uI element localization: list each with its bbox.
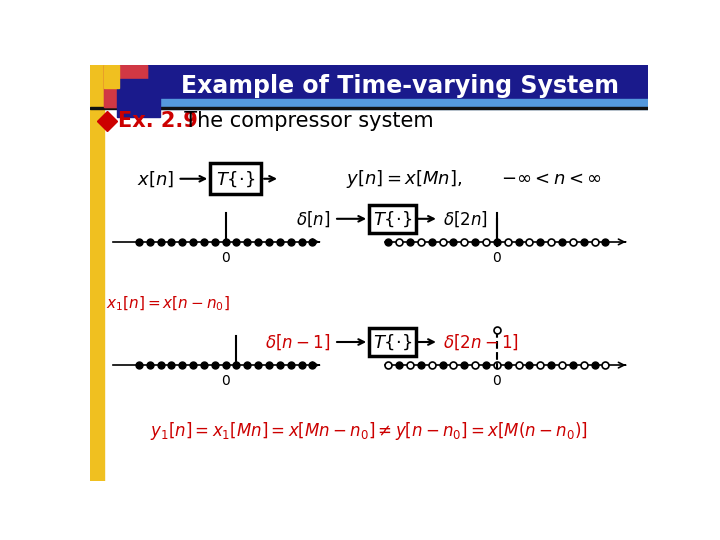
Bar bbox=[90, 65, 104, 481]
Text: $T\{\cdot\}$: $T\{\cdot\}$ bbox=[216, 169, 256, 188]
Text: 0: 0 bbox=[492, 251, 501, 265]
FancyBboxPatch shape bbox=[210, 164, 261, 194]
Text: 0: 0 bbox=[221, 251, 230, 265]
Text: $x_1\left[n\right]=x\left[n-n_0\right]$: $x_1\left[n\right]=x\left[n-n_0\right]$ bbox=[106, 294, 230, 313]
Bar bbox=[90, 65, 648, 107]
Text: $y\left[n\right]=x\left[Mn\right],$: $y\left[n\right]=x\left[Mn\right],$ bbox=[346, 168, 462, 190]
Bar bbox=[104, 65, 147, 107]
FancyBboxPatch shape bbox=[369, 328, 415, 356]
FancyBboxPatch shape bbox=[369, 205, 415, 233]
Text: $x\left[n\right]$: $x\left[n\right]$ bbox=[138, 169, 174, 188]
Text: $-\infty < n < \infty$: $-\infty < n < \infty$ bbox=[500, 170, 601, 188]
Bar bbox=[117, 79, 160, 117]
Text: $T\{\cdot\}$: $T\{\cdot\}$ bbox=[373, 209, 412, 228]
Bar bbox=[90, 107, 648, 109]
Text: Ex. 2.9: Ex. 2.9 bbox=[118, 111, 198, 131]
Text: $y_1\left[n\right]=x_1\left[Mn\right]=x\left[Mn-n_0\right]\neq y\left[n-n_0\righ: $y_1\left[n\right]=x_1\left[Mn\right]=x\… bbox=[150, 420, 588, 442]
Text: $\delta\left[2n-1\right]$: $\delta\left[2n-1\right]$ bbox=[443, 332, 518, 352]
Text: 0: 0 bbox=[221, 374, 230, 388]
Text: $\delta\left[n\right]$: $\delta\left[n\right]$ bbox=[296, 209, 330, 228]
Text: 0: 0 bbox=[492, 374, 501, 388]
Text: Example of Time-varying System: Example of Time-varying System bbox=[181, 73, 619, 98]
Bar bbox=[160, 99, 648, 109]
Text: $T\{\cdot\}$: $T\{\cdot\}$ bbox=[373, 332, 412, 352]
Text: $\delta\left[2n\right]$: $\delta\left[2n\right]$ bbox=[443, 209, 487, 228]
Bar bbox=[104, 65, 120, 88]
Text: The compressor system: The compressor system bbox=[171, 111, 434, 131]
Text: $\delta\left[n-1\right]$: $\delta\left[n-1\right]$ bbox=[265, 332, 330, 352]
Bar bbox=[104, 65, 147, 107]
